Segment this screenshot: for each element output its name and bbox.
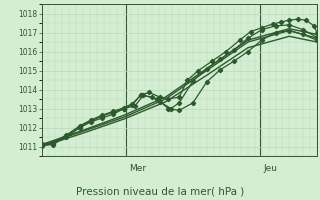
Text: Jeu: Jeu — [264, 164, 277, 173]
Text: Mer: Mer — [129, 164, 146, 173]
Text: Pression niveau de la mer( hPa ): Pression niveau de la mer( hPa ) — [76, 186, 244, 196]
